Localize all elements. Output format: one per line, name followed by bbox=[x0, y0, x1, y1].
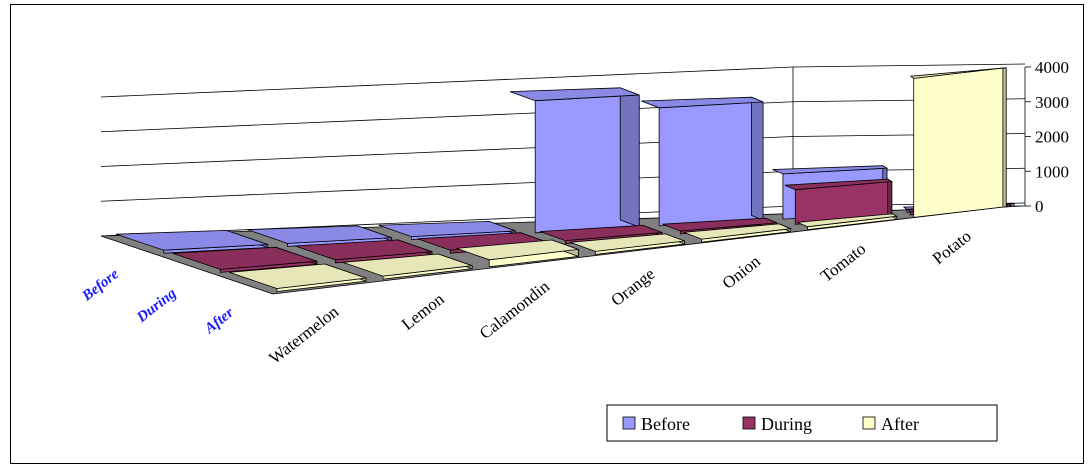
legend: Before During After bbox=[606, 404, 998, 442]
y-tick-label: 3000 bbox=[1035, 93, 1069, 112]
category-label: Orange bbox=[607, 264, 658, 310]
category-label: Watermelon bbox=[265, 302, 342, 368]
bar-after-tomato bbox=[797, 213, 898, 231]
bar-front-face bbox=[658, 101, 764, 227]
bar-top-face bbox=[509, 87, 640, 102]
bar-top-face bbox=[569, 233, 685, 252]
bar-after-lemon bbox=[342, 253, 473, 280]
bar-top-face bbox=[115, 229, 268, 251]
bar-during-tomato bbox=[784, 178, 894, 225]
legend-swatch bbox=[622, 416, 636, 430]
bar-top-face bbox=[342, 253, 473, 277]
legend-label: During bbox=[761, 414, 812, 434]
chart-frame: 0 1000 2000 3000 4000 Watermelon Lemon Calamon… bbox=[10, 4, 1084, 464]
category-label: Onion bbox=[719, 251, 765, 292]
bar-before-orange bbox=[509, 87, 640, 234]
bar-side-face bbox=[1002, 67, 1007, 208]
bar-after-onion bbox=[683, 223, 793, 243]
bar-top-face bbox=[539, 224, 663, 242]
legend-swatch bbox=[862, 416, 876, 430]
bar-front-face bbox=[913, 67, 1004, 218]
bar-top-face bbox=[378, 220, 516, 238]
y-axis: 0 1000 2000 3000 4000 bbox=[1024, 58, 1069, 216]
gridline bbox=[792, 63, 1026, 68]
category-label: Potato bbox=[929, 226, 975, 268]
category-label: Tomato bbox=[817, 239, 869, 286]
series-depth-label: During bbox=[133, 285, 180, 326]
bar-during-watermelon bbox=[172, 246, 318, 273]
bar-before-onion bbox=[641, 96, 764, 227]
bar-top-face bbox=[772, 165, 889, 175]
bar-before-lemon bbox=[247, 225, 392, 247]
bar-top-face bbox=[909, 67, 1007, 79]
bar-top-face bbox=[247, 225, 392, 244]
bar-top-face bbox=[172, 246, 318, 270]
bar-before-watermelon bbox=[115, 229, 269, 254]
bar-top-face bbox=[641, 96, 764, 109]
legend-box bbox=[606, 404, 998, 442]
bar-side-face bbox=[619, 87, 640, 228]
bar-top-face bbox=[229, 263, 367, 289]
bar-top-face bbox=[797, 213, 898, 228]
y-tick-label: 4000 bbox=[1035, 58, 1069, 77]
bar-top-face bbox=[294, 239, 433, 261]
legend-label: After bbox=[881, 414, 919, 434]
series-depth-label: After bbox=[201, 305, 237, 338]
chart-svg: 0 1000 2000 3000 4000 Watermelon Lemon Calamon… bbox=[79, 58, 1069, 442]
legend-swatch bbox=[742, 416, 756, 430]
series-axis: Before During After bbox=[79, 266, 237, 338]
bar-side-face bbox=[887, 178, 893, 218]
bar-after-orange bbox=[569, 233, 685, 255]
bar-side-face bbox=[751, 96, 764, 221]
y-tick-label: 2000 bbox=[1035, 128, 1069, 147]
category-label: Calamondin bbox=[476, 276, 554, 342]
bar-after-watermelon bbox=[229, 263, 367, 292]
bar-top-face bbox=[662, 217, 778, 232]
bar-top-face bbox=[683, 223, 793, 240]
chart-bars bbox=[115, 67, 1015, 292]
legend-label: Before bbox=[641, 414, 690, 434]
y-tick-label: 0 bbox=[1035, 197, 1044, 216]
y-tick-label: 1000 bbox=[1035, 162, 1069, 181]
bar-top-face bbox=[784, 178, 894, 191]
bar-after-calamondin bbox=[456, 239, 579, 268]
series-depth-label: Before bbox=[79, 266, 123, 305]
category-label: Lemon bbox=[398, 289, 448, 334]
bar-after-potato bbox=[909, 67, 1007, 218]
gridline bbox=[100, 66, 794, 98]
bar-top-face bbox=[456, 239, 579, 261]
